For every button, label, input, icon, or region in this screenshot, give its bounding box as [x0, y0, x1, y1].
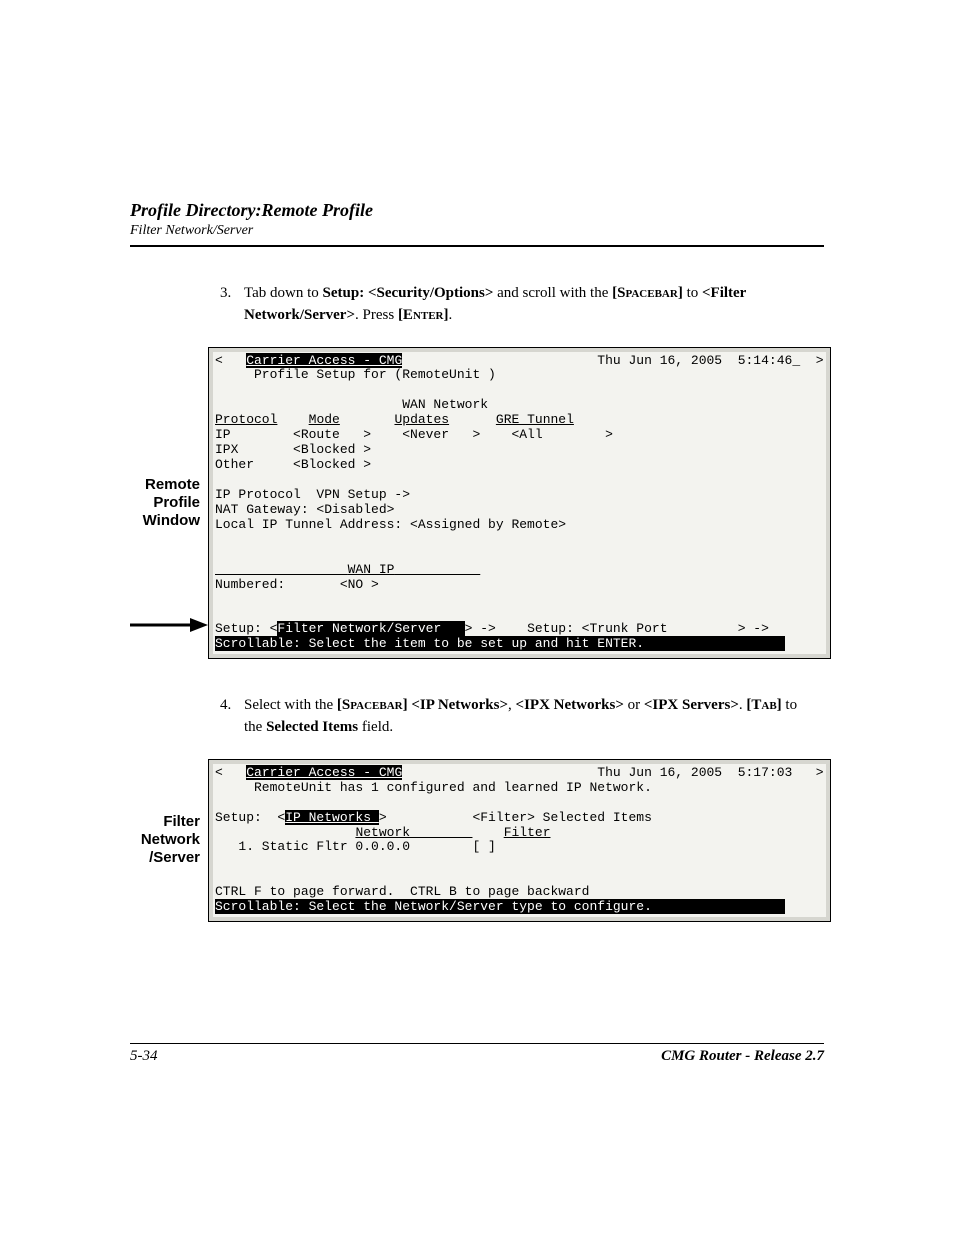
side-label-line: /Server — [130, 849, 200, 867]
text-bold: <IPX Networks> — [516, 697, 624, 713]
text: Tab down to — [244, 285, 323, 301]
side-label-line: Network — [130, 831, 200, 849]
term-text: IP <Route > <Never > <All > — [215, 427, 613, 442]
term-text: IP Protocol VPN Setup -> — [215, 487, 410, 502]
text-bold: Selected Items — [266, 719, 358, 735]
key-label: [Enter] — [398, 307, 449, 323]
term-header: Updates — [394, 412, 449, 427]
text: or — [624, 697, 644, 713]
page-footer: 5-34 CMG Router - Release 2.7 — [130, 1035, 824, 1065]
term-text: Numbered: <NO > — [215, 577, 379, 592]
side-label-line: Profile — [130, 494, 200, 512]
term-header: Filter — [504, 825, 551, 840]
terminal-window: < Carrier Access - CMG Thu Jun 16, 2005 … — [208, 759, 831, 922]
text: . — [449, 307, 453, 323]
term-text: CTRL F to page forward. CTRL B to page b… — [215, 884, 589, 899]
term-title-inverse: Carrier Access - CMG — [246, 353, 402, 368]
term-status-inverse: Scrollable: Select the item to be set up… — [215, 636, 785, 651]
term-text: WAN Network — [215, 397, 488, 412]
terminal-content: < Carrier Access - CMG Thu Jun 16, 2005 … — [215, 766, 824, 915]
term-text — [394, 562, 480, 577]
page-subtitle: Filter Network/Server — [130, 223, 824, 239]
page-number: 5-34 — [130, 1048, 158, 1065]
footer-rule — [130, 1043, 824, 1044]
figure-side-label: Remote Profile Window — [130, 476, 208, 530]
term-text: 1. Static Fltr 0.0.0.0 [ ] — [215, 839, 496, 854]
text: . Press — [355, 307, 398, 323]
text: field. — [358, 719, 393, 735]
term-text: < — [215, 353, 246, 368]
term-title-inverse: Carrier Access - CMG — [246, 765, 402, 780]
key-label: [Spacebar] — [337, 697, 408, 713]
term-text: Setup: < — [215, 810, 285, 825]
term-text: Local IP Tunnel Address: <Assigned by Re… — [215, 517, 566, 532]
term-text: > <Filter> Selected Items — [379, 810, 652, 825]
term-header: WAN IP — [348, 562, 395, 577]
term-text: NAT Gateway: <Disabled> — [215, 502, 394, 517]
side-label-line: Filter — [130, 813, 200, 831]
text-bold: <IP Networks> — [408, 697, 508, 713]
step-text: Tab down to Setup: <Security/Options> an… — [244, 283, 814, 327]
page-title: Profile Directory:Remote Profile — [130, 200, 824, 221]
step-text: Select with the [Spacebar] <IP Networks>… — [244, 695, 814, 739]
step-3: 3. Tab down to Setup: <Security/Options>… — [220, 283, 814, 327]
term-header: Mode — [309, 412, 340, 427]
figure-side-label: Filter Network /Server — [130, 813, 208, 867]
term-text: RemoteUnit has 1 configured and learned … — [215, 780, 652, 795]
text: Select with the — [244, 697, 337, 713]
term-text: Thu Jun 16, 2005 5:17:03 > — [402, 765, 823, 780]
footer-product: CMG Router - Release 2.7 — [661, 1048, 824, 1065]
side-label-line: Remote — [130, 476, 200, 494]
term-header: Protocol — [215, 412, 277, 427]
term-text: IPX <Blocked > — [215, 442, 371, 457]
step-4: 4. Select with the [Spacebar] <IP Networ… — [220, 695, 814, 739]
term-text: Thu Jun 16, 2005 5:14:46_ > — [402, 353, 823, 368]
key-label: [Spacebar] — [612, 285, 683, 301]
text: , — [508, 697, 516, 713]
term-text: < — [215, 765, 246, 780]
terminal-content: < Carrier Access - CMG Thu Jun 16, 2005 … — [215, 354, 824, 653]
step-number: 3. — [220, 283, 244, 327]
term-header: Network — [355, 825, 472, 840]
term-text — [215, 562, 348, 577]
term-text: > -> Setup: <Trunk Port > -> — [465, 621, 769, 636]
terminal-window: < Carrier Access - CMG Thu Jun 16, 2005 … — [208, 347, 831, 660]
arrow-icon — [130, 615, 268, 635]
key-label: [Tab] — [746, 697, 781, 713]
term-text — [215, 825, 355, 840]
side-label-line: Window — [130, 512, 200, 530]
term-status-inverse: Scrollable: Select the Network/Server ty… — [215, 899, 785, 914]
text: and scroll with the — [493, 285, 612, 301]
term-selected-inverse: Filter Network/Server — [277, 621, 464, 636]
term-text: Profile Setup for (RemoteUnit ) — [215, 367, 496, 382]
text: to — [683, 285, 702, 301]
step-number: 4. — [220, 695, 244, 739]
text-bold: Setup: <Security/Options> — [323, 285, 494, 301]
term-text: Other <Blocked > — [215, 457, 371, 472]
term-text — [472, 825, 503, 840]
text-bold: <IPX Servers> — [644, 697, 739, 713]
term-header: GRE Tunnel — [496, 412, 574, 427]
term-selected-inverse: IP Networks — [285, 810, 379, 825]
header-rule — [130, 245, 824, 247]
